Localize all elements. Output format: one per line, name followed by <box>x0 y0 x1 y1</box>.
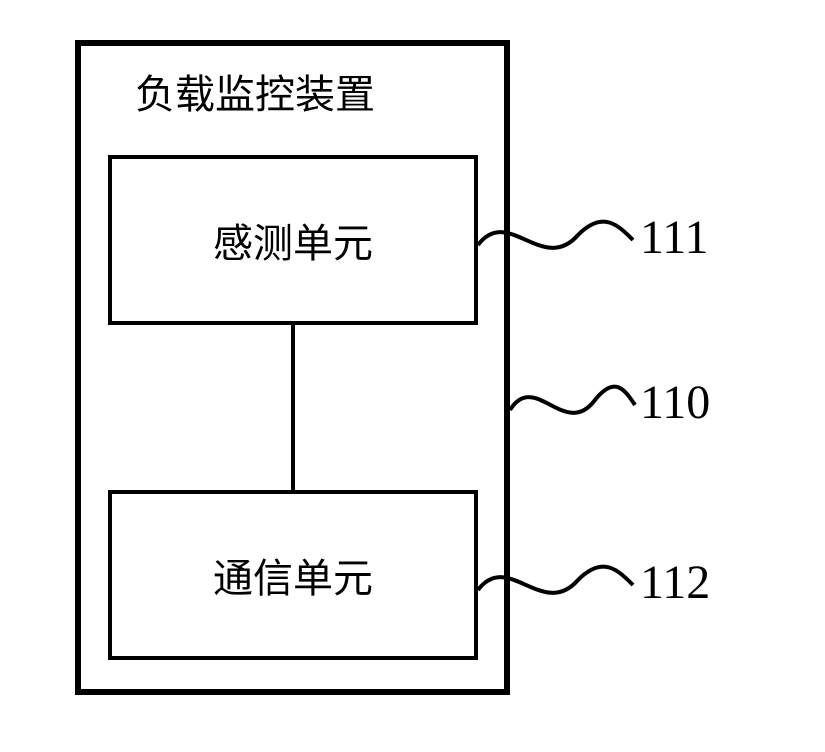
callout-111: 111 <box>640 210 708 265</box>
comm-unit-box: 通信单元 <box>108 490 478 660</box>
sensing-unit-box: 感测单元 <box>108 155 478 325</box>
callout-110: 110 <box>640 375 710 430</box>
comm-unit-label: 通信单元 <box>213 546 373 604</box>
outer-title: 负载监控装置 <box>135 62 375 120</box>
connector-line <box>291 325 295 490</box>
sensing-unit-label: 感测单元 <box>213 211 373 269</box>
diagram-canvas: 负载监控装置 感测单元 通信单元 111 110 112 <box>0 0 825 752</box>
lead-line-111 <box>478 220 633 270</box>
lead-line-110 <box>510 385 635 435</box>
callout-112: 112 <box>640 555 710 610</box>
lead-line-112 <box>478 565 633 615</box>
